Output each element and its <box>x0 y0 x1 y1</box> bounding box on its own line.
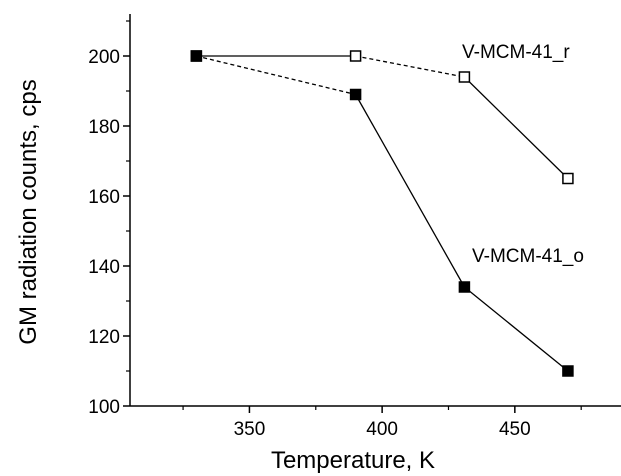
x-tick-label: 450 <box>499 419 531 440</box>
y-ticks: 100 120 140 160 180 200 <box>88 20 130 418</box>
series-0-segment <box>463 76 569 179</box>
series-1-point <box>458 281 471 293</box>
series-1-point <box>190 50 203 62</box>
series-1-point <box>349 88 362 101</box>
series-0-point <box>458 71 471 83</box>
series-markers <box>190 50 574 377</box>
series-1-point <box>562 365 574 377</box>
y-tick-label: 140 <box>88 257 120 278</box>
plot-area: 100 120 140 160 180 200 350 400 450 <box>88 14 621 440</box>
y-tick-label: 180 <box>88 117 120 138</box>
x-tick-label: 350 <box>234 419 266 440</box>
y-tick-label: 100 <box>88 397 120 418</box>
series-1-segment <box>464 286 569 372</box>
series-0-segment <box>355 55 465 78</box>
series-lines <box>196 55 569 372</box>
series-label-o: V-MCM-41_o <box>472 246 584 267</box>
series-1-segment <box>355 94 465 288</box>
x-tick-label: 400 <box>366 419 398 440</box>
y-tick-label: 120 <box>88 327 120 348</box>
y-tick-label: 200 <box>88 47 120 68</box>
series-0-point <box>349 50 362 62</box>
y-axis-title: GM radiation counts, cps <box>15 79 42 344</box>
series-0-point <box>562 172 574 185</box>
x-axis-title: Temperature, K <box>271 447 435 474</box>
y-tick-label: 160 <box>88 187 120 208</box>
series-1-segment <box>196 55 356 96</box>
series-label-r: V-MCM-41_r <box>462 42 570 63</box>
x-ticks: 350 400 450 <box>182 406 582 440</box>
